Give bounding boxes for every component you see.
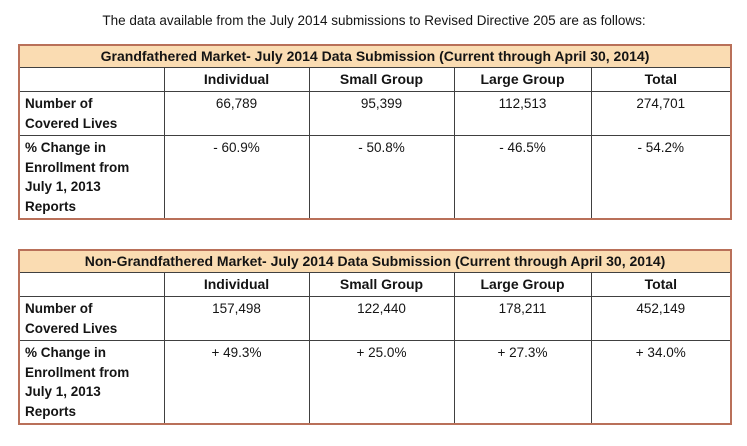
table-row: Number of Covered Lives 66,789 95,399 112,51… — [18, 91, 732, 136]
row-label-line: Enrollment from — [25, 159, 130, 175]
corner-cell — [18, 272, 165, 297]
column-header: Total — [590, 272, 732, 297]
column-header: Large Group — [453, 272, 592, 297]
column-header: Small Group — [308, 272, 455, 297]
table-title-row: Grandfathered Market- July 2014 Data Sub… — [18, 44, 732, 68]
cell-value: 122,440 — [308, 296, 455, 341]
intro-text: The data available from the July 2014 su… — [102, 13, 646, 28]
column-header-row: Individual Small Group Large Group Total — [18, 272, 732, 297]
non-grandfathered-market-table: Non-Grandfathered Market- July 2014 Data… — [18, 249, 733, 425]
row-label-line: Number of — [25, 96, 93, 111]
column-header: Individual — [163, 67, 310, 92]
row-label: % Change in Enrollment from July 1, 2013 Re… — [18, 135, 165, 220]
tables-container: Grandfathered Market- July 2014 Data Sub… — [18, 44, 733, 425]
cell-value: 66,789 — [163, 91, 310, 136]
cell-value: - 50.8% — [308, 135, 455, 220]
row-label-line: Covered Lives — [25, 115, 118, 131]
row-label-line: July 1, 2013 — [25, 179, 101, 194]
column-header: Small Group — [308, 67, 455, 92]
row-label: Number of Covered Lives — [18, 91, 165, 136]
cell-value: 274,701 — [590, 91, 732, 136]
row-label-line: Reports — [25, 198, 77, 214]
cell-value: 157,498 — [163, 296, 310, 341]
row-label-line: July 1, 2013 — [25, 384, 101, 399]
cell-value: + 49.3% — [163, 340, 310, 425]
row-label-line: Number of — [25, 301, 93, 316]
cell-value: + 25.0% — [308, 340, 455, 425]
cell-value: 112,513 — [453, 91, 592, 136]
table-row: % Change in Enrollment from July 1, 2013 Re… — [18, 135, 732, 220]
row-label-line: % Change in — [25, 345, 107, 360]
row-label-line: % Change in — [25, 140, 107, 155]
cell-value: + 34.0% — [590, 340, 732, 425]
cell-value: - 60.9% — [163, 135, 310, 220]
cell-value: 95,399 — [308, 91, 455, 136]
table-title: Non-Grandfathered Market- July 2014 Data… — [18, 249, 732, 273]
row-label: Number of Covered Lives — [18, 296, 165, 341]
cell-value: - 54.2% — [590, 135, 732, 220]
corner-cell — [18, 67, 165, 92]
column-header: Total — [590, 67, 732, 92]
table-row: Number of Covered Lives 157,498 122,440 178,… — [18, 296, 732, 341]
table-row: % Change in Enrollment from July 1, 2013 Re… — [18, 340, 732, 425]
column-header: Large Group — [453, 67, 592, 92]
table-title: Grandfathered Market- July 2014 Data Sub… — [18, 44, 732, 68]
column-header: Individual — [163, 272, 310, 297]
table-title-row: Non-Grandfathered Market- July 2014 Data… — [18, 249, 732, 273]
column-header-row: Individual Small Group Large Group Total — [18, 67, 732, 92]
cell-value: 452,149 — [590, 296, 732, 341]
row-label: % Change in Enrollment from July 1, 2013 Re… — [18, 340, 165, 425]
row-label-line: Covered Lives — [25, 320, 118, 336]
cell-value: - 46.5% — [453, 135, 592, 220]
row-label-line: Enrollment from — [25, 364, 130, 380]
grandfathered-market-table: Grandfathered Market- July 2014 Data Sub… — [18, 44, 733, 220]
cell-value: + 27.3% — [453, 340, 592, 425]
row-label-line: Reports — [25, 403, 77, 419]
cell-value: 178,211 — [453, 296, 592, 341]
